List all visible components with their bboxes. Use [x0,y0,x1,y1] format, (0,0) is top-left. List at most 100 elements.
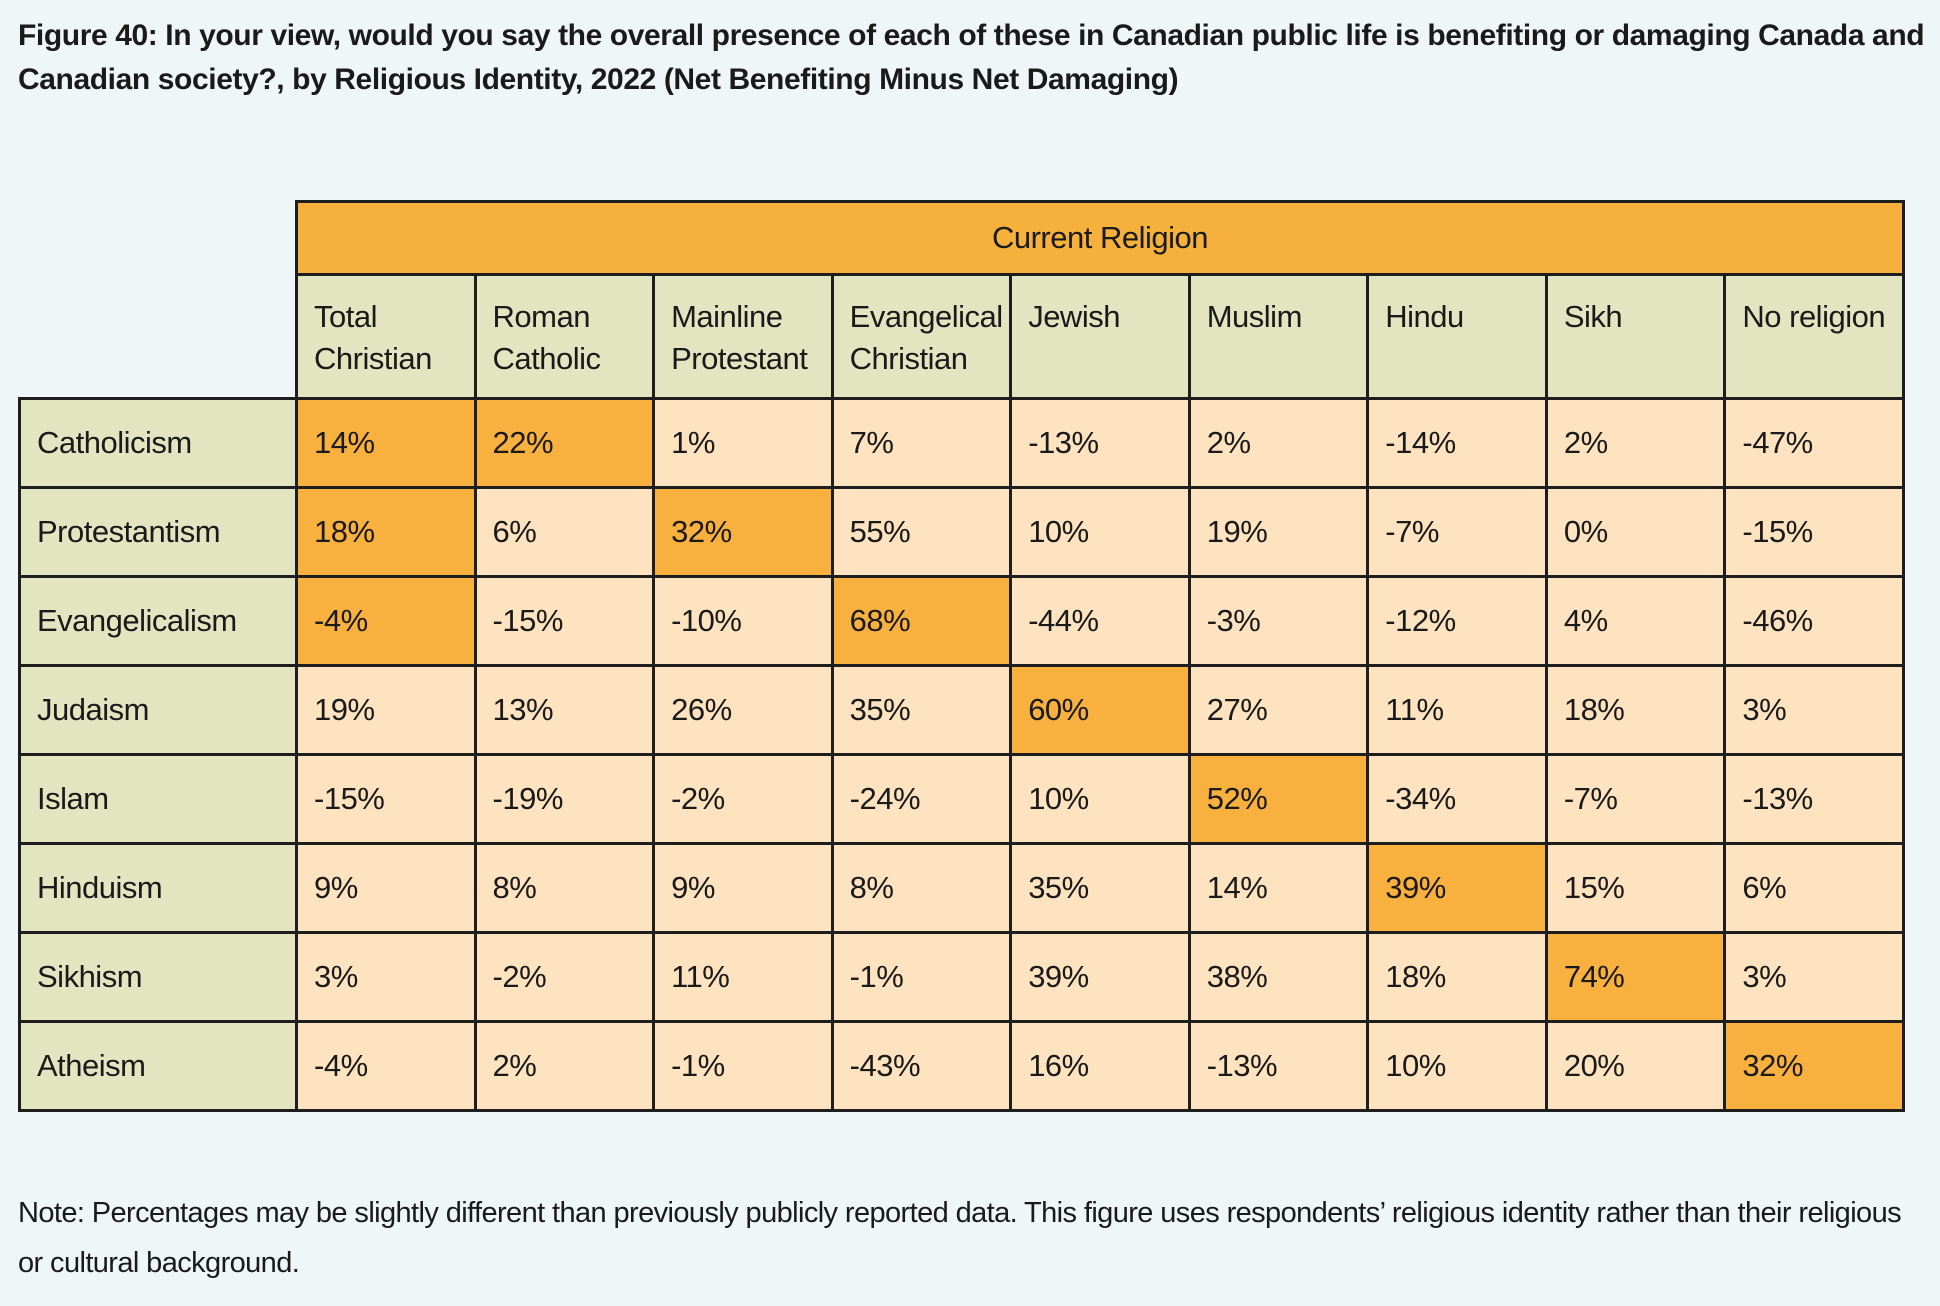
table-cell: -13% [1009,397,1191,489]
table-cell: -14% [1366,397,1548,489]
table-cell: 16% [1009,1020,1191,1112]
table-row: Evangelicalism -4% -15% -10% 68% -44% -3% -12% 4… [18,575,1905,667]
corner [20,202,297,399]
data-table: Current Religion Total Christian Roman Cat… [18,200,1905,1112]
highlighted-cell: 39% [1366,842,1548,934]
note: Note: Percentages may be slightly differ… [18,1197,1902,1279]
table-cell: 11% [1366,664,1548,756]
table-cell: 6% [1723,842,1905,934]
table-cell: 18% [1366,931,1548,1023]
table-cell: 18% [1544,664,1727,756]
table-cell: 8% [830,842,1013,934]
column-header: Hindu [1366,273,1548,400]
column-header: Sikh [1544,273,1727,400]
table-cell: -47% [1723,397,1905,489]
table-cell: 2% [1544,397,1727,489]
column-header: No religion [1723,273,1905,400]
highlighted-cell: 14% [295,397,477,489]
table-cell: -15% [295,753,477,845]
table-cell: 26% [652,664,834,756]
row-header: Islam [18,753,298,845]
table-cell: -2% [652,753,834,845]
highlighted-cell: 32% [1723,1020,1905,1112]
column-header-row: Total Christian Roman Catholic Mainline Pr… [20,273,1905,400]
table-row: Hinduism 9% 8% 9% 8% 35% 14% 39% 15% 6% [18,842,1905,934]
table-cell: 11% [652,931,834,1023]
table-cell: 39% [1009,931,1191,1023]
table-cell: 35% [1009,842,1191,934]
table-cell: -13% [1187,1020,1370,1112]
table-cell: 35% [830,664,1013,756]
table-row: Judaism 19% 13% 26% 35% 60% 27% 11% 18% 3% [18,664,1905,756]
table-row: Sikhism 3% -2% 11% -1% 39% 38% 18% 74% 3% [18,931,1905,1023]
table-cell: 9% [652,842,834,934]
figure-title: Figure 40: In your view, would you say t… [18,19,1925,96]
table-cell: 14% [1187,842,1370,934]
row-header: Judaism [18,664,298,756]
column-header: Evangelical Christian [830,273,1013,400]
table-cell: 19% [1187,486,1370,578]
highlighted-cell: 74% [1544,931,1727,1023]
highlighted-cell: 22% [473,397,656,489]
table-cell: -19% [473,753,656,845]
table-cell: -12% [1366,575,1548,667]
table-row: Catholicism 14% 22% 1% 7% -13% 2% -14% 2% -47% [18,397,1905,489]
column-header: Roman Catholic [473,273,656,400]
row-header: Hinduism [18,842,298,934]
table-cell: 10% [1009,753,1191,845]
table-row: Islam -15% -19% -2% -24% 10% 52% -34% -7% -13% [18,753,1905,845]
row-header: Evangelicalism [18,575,298,667]
table-cell: 1% [652,397,834,489]
table-cell: -15% [1723,486,1905,578]
column-header: Total Christian [295,273,477,400]
table-cell: -1% [830,931,1013,1023]
table-cell: -7% [1366,486,1548,578]
table-cell: -10% [652,575,834,667]
table-cell: -4% [295,1020,477,1112]
table-cell: 20% [1544,1020,1727,1112]
table-cell: -46% [1723,575,1905,667]
table-cell: 2% [1187,397,1370,489]
row-header: Atheism [18,1020,298,1112]
table-cell: 13% [473,664,656,756]
table-cell: -15% [473,575,656,667]
table-cell: 55% [830,486,1013,578]
table-cell: -3% [1187,575,1370,667]
table-cell: 19% [295,664,477,756]
highlighted-cell: 18% [295,486,477,578]
table-cell: 3% [1723,664,1905,756]
table-cell: 4% [1544,575,1727,667]
table-cell: -13% [1723,753,1905,845]
table-cell: 10% [1009,486,1191,578]
column-header: Muslim [1187,273,1370,400]
table-row: Protestantism 18% 6% 32% 55% 10% 19% -7% 0% -15% [18,486,1905,578]
row-header: Sikhism [18,931,298,1023]
table-cell: 6% [473,486,656,578]
table-cell: -24% [830,753,1013,845]
highlighted-cell: -4% [295,575,477,667]
header-row: Current Religion [20,200,1905,276]
table-cell: 3% [295,931,477,1023]
column-header: Jewish [1009,273,1191,400]
table-cell: 3% [1723,931,1905,1023]
table-cell: -34% [1366,753,1548,845]
highlighted-cell: 60% [1009,664,1191,756]
table-cell: 7% [830,397,1013,489]
table-cell: -43% [830,1020,1013,1112]
table-cell: 8% [473,842,656,934]
table-cell: -2% [473,931,656,1023]
highlighted-cell: 52% [1187,753,1370,845]
highlighted-cell: 68% [830,575,1013,667]
group-header: Current Religion [295,200,1905,276]
table-cell: -7% [1544,753,1727,845]
table-cell: 27% [1187,664,1370,756]
table-cell: 15% [1544,842,1727,934]
highlighted-cell: 32% [652,486,834,578]
column-header: Mainline Protestant [652,273,834,400]
table-cell: 38% [1187,931,1370,1023]
table-cell: -44% [1009,575,1191,667]
table-cell: -1% [652,1020,834,1112]
row-header: Protestantism [18,486,298,578]
table-cell: 10% [1366,1020,1548,1112]
